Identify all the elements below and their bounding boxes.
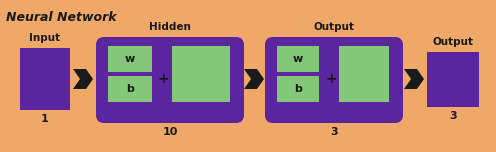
Bar xyxy=(172,46,230,102)
Text: Hidden: Hidden xyxy=(149,22,191,32)
Polygon shape xyxy=(73,69,93,89)
Text: Output: Output xyxy=(433,37,474,47)
Polygon shape xyxy=(404,69,424,89)
Text: 10: 10 xyxy=(162,127,178,137)
Bar xyxy=(339,46,389,102)
Bar xyxy=(277,76,319,102)
Text: w: w xyxy=(125,54,135,64)
Text: Output: Output xyxy=(313,22,355,32)
FancyBboxPatch shape xyxy=(265,37,403,123)
Text: Input: Input xyxy=(29,33,61,43)
Polygon shape xyxy=(244,69,264,89)
Text: Neural Network: Neural Network xyxy=(6,11,117,24)
Text: b: b xyxy=(126,84,134,94)
Bar xyxy=(20,48,70,110)
Text: +: + xyxy=(325,72,337,86)
Text: 1: 1 xyxy=(41,114,49,124)
Text: 3: 3 xyxy=(449,111,457,121)
Bar xyxy=(108,46,152,72)
Bar xyxy=(277,46,319,72)
Bar xyxy=(427,52,479,107)
Text: 3: 3 xyxy=(330,127,338,137)
Bar xyxy=(108,76,152,102)
Text: w: w xyxy=(293,54,303,64)
Text: b: b xyxy=(294,84,302,94)
Text: +: + xyxy=(157,72,169,86)
FancyBboxPatch shape xyxy=(96,37,244,123)
